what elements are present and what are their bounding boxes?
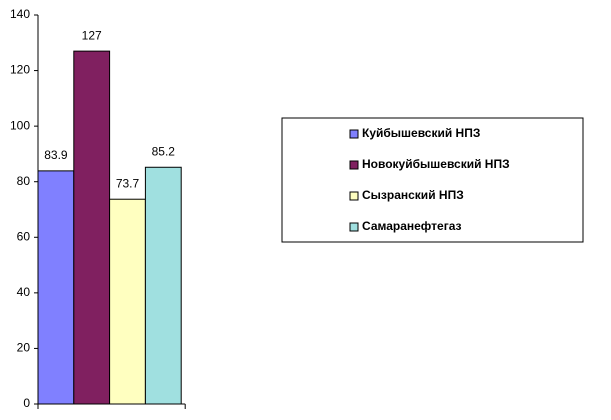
legend-label: Самаранефтегаз — [362, 219, 462, 233]
y-tick-label: 80 — [17, 174, 31, 188]
bar — [73, 50, 111, 405]
y-tick-label: 40 — [17, 285, 31, 299]
data-label: 127 — [82, 28, 102, 42]
legend-swatch — [349, 129, 359, 139]
legend-swatch — [349, 160, 359, 170]
data-label: 85.2 — [152, 144, 176, 158]
bar — [37, 170, 75, 405]
legend-swatch — [349, 191, 359, 201]
legend: Куйбышевский НПЗ Новокуйбышевский НПЗ Сызр… — [281, 117, 584, 243]
y-tick-label: 140 — [10, 7, 30, 21]
bar — [144, 166, 182, 405]
data-label: 83.9 — [44, 148, 68, 162]
bar — [109, 198, 146, 405]
legend-label: Куйбышевский НПЗ — [362, 126, 480, 140]
legend-label: Новокуйбышевский НПЗ — [362, 157, 510, 171]
legend-box — [281, 117, 584, 243]
y-tick-label: 0 — [23, 396, 30, 410]
data-label: 73.7 — [116, 176, 140, 190]
legend-label: Сызранский НПЗ — [362, 188, 464, 202]
legend-swatch — [349, 222, 359, 232]
y-tick-label: 100 — [10, 118, 30, 132]
y-tick-label: 60 — [17, 229, 31, 243]
y-tick-label: 120 — [10, 63, 30, 77]
y-tick-label: 20 — [17, 341, 31, 355]
